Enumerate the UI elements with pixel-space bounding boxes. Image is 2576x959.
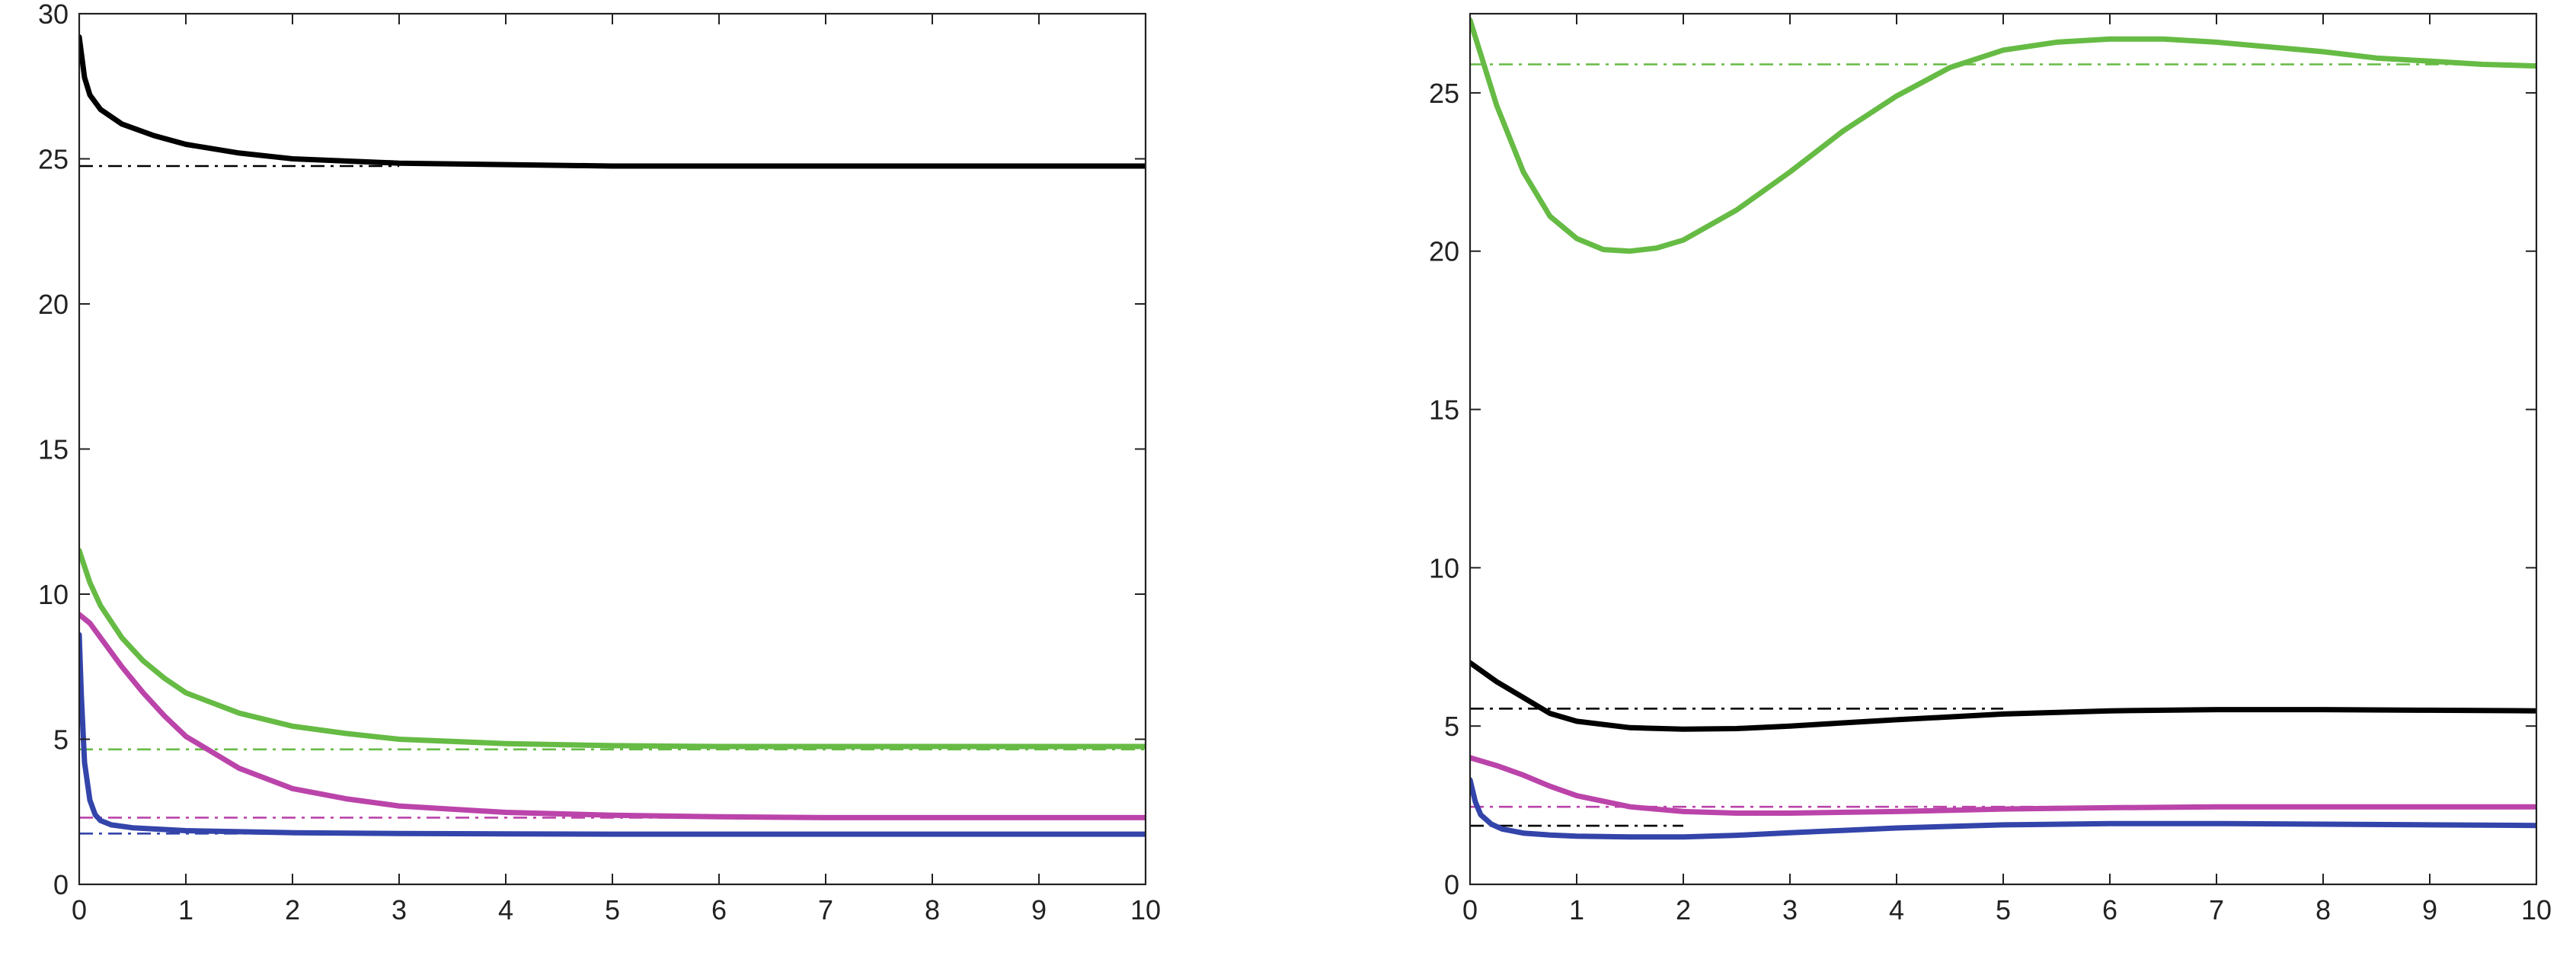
y-tick-label: 20 bbox=[38, 289, 69, 320]
x-tick-label: 8 bbox=[2316, 894, 2331, 925]
x-tick-label: 9 bbox=[1031, 894, 1047, 925]
y-tick-label: 5 bbox=[53, 724, 69, 756]
x-tick-label: 10 bbox=[1130, 894, 1161, 925]
series-line-1 bbox=[1470, 17, 2536, 254]
plot-area bbox=[79, 14, 1146, 884]
y-tick-label: 20 bbox=[1429, 236, 1459, 267]
x-tick-label: 10 bbox=[2521, 894, 2552, 925]
x-tick-label: 4 bbox=[498, 894, 513, 925]
chart-panel-2: 0 1 2 3 4 5 6 7 8 9 10 0 5 10 15 20 25 bbox=[1429, 12, 2552, 925]
y-tick-label: 15 bbox=[1429, 395, 1459, 426]
x-tick-label: 7 bbox=[2209, 894, 2224, 925]
y-tick-label: 0 bbox=[1444, 869, 1459, 900]
series-line-3 bbox=[1470, 755, 2536, 816]
x-tick-label: 0 bbox=[72, 894, 87, 925]
series-line-4 bbox=[1470, 777, 2536, 840]
x-tick-label: 5 bbox=[605, 894, 620, 925]
x-tick-label: 1 bbox=[1569, 894, 1584, 925]
series-group bbox=[1470, 17, 2536, 840]
series-line-2 bbox=[1470, 660, 2536, 732]
x-tick-label: 8 bbox=[925, 894, 940, 925]
x-tick-label: 2 bbox=[1676, 894, 1691, 925]
x-tick-label: 0 bbox=[1462, 894, 1478, 925]
y-tick-label: 5 bbox=[1444, 711, 1459, 742]
x-tick-label: 7 bbox=[818, 894, 833, 925]
y-tick-label: 10 bbox=[38, 579, 69, 610]
x-tick-label: 9 bbox=[2422, 894, 2437, 925]
series-line-4 bbox=[79, 631, 1146, 837]
x-tick-label: 6 bbox=[2102, 894, 2117, 925]
y-tick-label: 25 bbox=[38, 144, 69, 175]
x-tick-label: 3 bbox=[1782, 894, 1798, 925]
series-group bbox=[79, 34, 1146, 837]
plot-area bbox=[1470, 14, 2536, 884]
x-tick-label: 2 bbox=[285, 894, 300, 925]
series-line-2 bbox=[79, 548, 1146, 750]
y-tick-label: 25 bbox=[1429, 78, 1459, 109]
y-tick-label: 10 bbox=[1429, 552, 1459, 583]
x-tick-label: 3 bbox=[392, 894, 407, 925]
x-tick-label: 5 bbox=[1996, 894, 2011, 925]
x-tick-label: 1 bbox=[178, 894, 193, 925]
y-tick-label: 15 bbox=[38, 434, 69, 465]
x-tick-label: 4 bbox=[1889, 894, 1904, 925]
chart-panel-1: 0 1 2 3 4 5 6 7 8 9 10 0 5 10 15 20 25 30 bbox=[38, 0, 1161, 925]
y-tick-label: 30 bbox=[38, 0, 69, 30]
series-line-3 bbox=[79, 612, 1146, 820]
y-tick-label: 0 bbox=[53, 869, 69, 900]
series-line-1 bbox=[79, 34, 1146, 169]
x-tick-label: 6 bbox=[711, 894, 727, 925]
